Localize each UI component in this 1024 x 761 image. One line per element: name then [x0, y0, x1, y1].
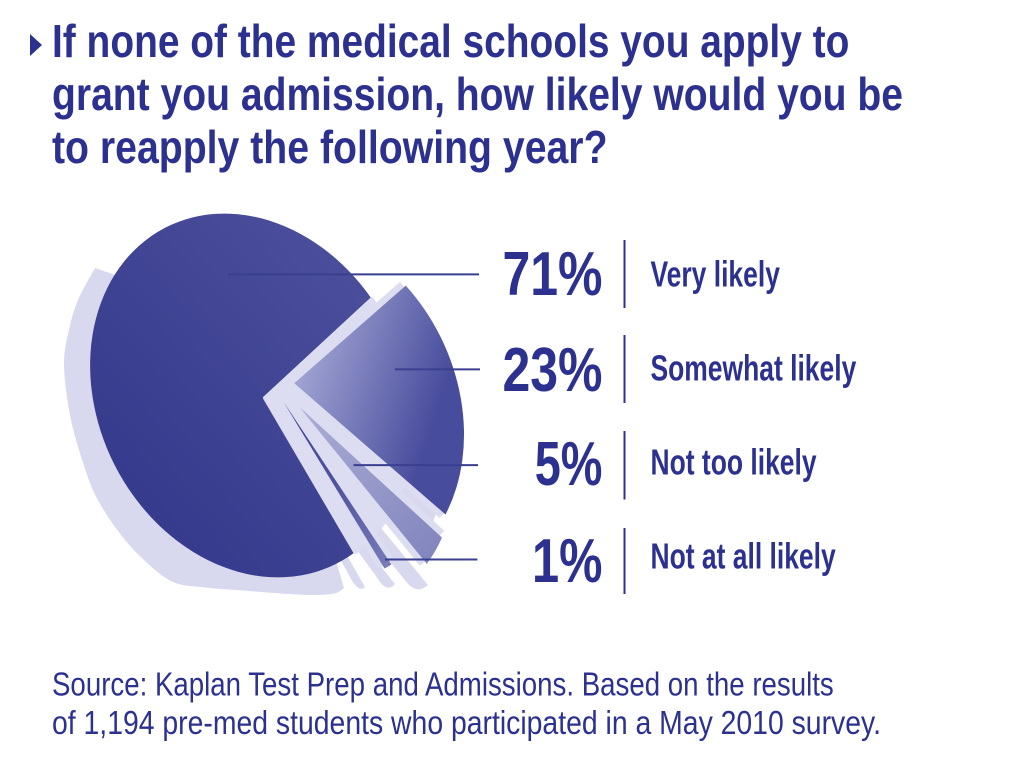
svg-text:5%: 5%	[535, 428, 603, 498]
svg-text:to reapply the following year?: to reapply the following year?	[52, 122, 608, 174]
svg-text:Source: Kaplan Test Prep and A: Source: Kaplan Test Prep and Admissions.…	[52, 666, 834, 703]
svg-text:Somewhat likely: Somewhat likely	[651, 348, 857, 389]
svg-text:Not at all likely: Not at all likely	[651, 535, 837, 576]
svg-text:1%: 1%	[532, 525, 602, 595]
svg-text:grant you admission, how likel: grant you admission, how likely would yo…	[52, 69, 903, 121]
svg-text:of 1,194 pre-med students who: of 1,194 pre-med students who participat…	[52, 704, 881, 742]
svg-text:If none of the medical schools: If none of the medical schools you apply…	[52, 16, 849, 68]
svg-text:23%: 23%	[502, 335, 602, 405]
svg-text:71%: 71%	[502, 239, 602, 309]
svg-text:Not too likely: Not too likely	[651, 441, 817, 482]
svg-text:Very likely: Very likely	[651, 253, 781, 294]
